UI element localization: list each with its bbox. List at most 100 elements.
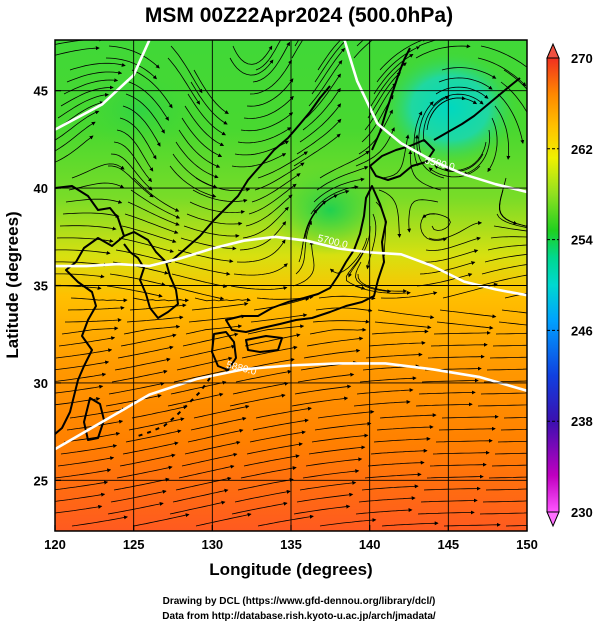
- streamline: [257, 514, 314, 527]
- streamline: [425, 236, 481, 251]
- streamline: [353, 399, 411, 407]
- streamline: [193, 404, 250, 419]
- streamline: [254, 162, 305, 191]
- hokkaido: [369, 139, 435, 181]
- streamline: [170, 380, 227, 395]
- streamline: [436, 321, 494, 330]
- streamline: [500, 428, 527, 431]
- streamline: [55, 40, 104, 45]
- streamline: [119, 117, 157, 160]
- x-tick-label: 125: [123, 537, 145, 552]
- streamline: [63, 431, 121, 443]
- ryukyu-islands: [137, 377, 211, 437]
- streamline: [487, 244, 527, 251]
- streamline: [167, 57, 201, 105]
- streamline: [67, 305, 125, 311]
- streamline: [189, 201, 245, 214]
- streamline: [69, 62, 126, 71]
- streamline: [106, 285, 163, 298]
- streamline: [379, 413, 437, 419]
- streamline: [435, 438, 493, 443]
- streamline: [481, 264, 527, 275]
- streamline: [55, 261, 108, 267]
- streamline: [60, 444, 118, 455]
- streamline: [195, 512, 252, 527]
- streamline: [422, 249, 479, 263]
- streamline: [486, 368, 527, 371]
- streamline: [370, 448, 428, 455]
- streamline: [311, 47, 346, 95]
- streamline: [229, 57, 274, 76]
- streamline: [257, 151, 308, 179]
- streamline: [183, 225, 240, 238]
- streamline: [167, 392, 224, 407]
- streamline: [61, 326, 119, 335]
- map-title: MSM 00Z22Apr2024 (500.0hPa): [145, 4, 453, 27]
- streamline: [443, 522, 501, 527]
- streamline: [503, 416, 527, 419]
- streamline: [127, 201, 180, 226]
- streamline: [174, 261, 231, 276]
- streamline: [233, 263, 288, 276]
- streamline: [111, 369, 168, 383]
- streamline: [241, 345, 298, 359]
- streamline: [305, 73, 341, 119]
- streamline: [55, 46, 100, 56]
- streamline: [499, 201, 527, 227]
- streamline: [249, 59, 292, 95]
- x-tick-label: 140: [359, 537, 381, 552]
- credit-drawing: Drawing by DCL (https://www.gfd-dennou.o…: [163, 596, 436, 607]
- streamline: [426, 474, 484, 479]
- streamline: [491, 464, 527, 467]
- streamline: [186, 213, 243, 226]
- streamline: [230, 285, 288, 291]
- streamline: [302, 469, 360, 479]
- y-axis-ticks: 25 30 35 40 45: [34, 84, 61, 488]
- streamline: [168, 285, 225, 301]
- streamline: [231, 501, 288, 515]
- streamline: [119, 453, 176, 467]
- streamline: [376, 425, 434, 431]
- streamline: [490, 236, 527, 239]
- streamline: [184, 105, 225, 146]
- streamline: [293, 133, 341, 167]
- streamline: [126, 315, 184, 323]
- streamline: [293, 504, 351, 515]
- streamline: [357, 273, 408, 294]
- streamline: [364, 472, 422, 479]
- x-tick-label: 130: [201, 537, 223, 552]
- streamline: [130, 189, 181, 219]
- colorbar-tick-label: 254: [571, 233, 593, 248]
- streamline: [128, 417, 185, 431]
- streamline: [316, 166, 369, 191]
- streamline: [480, 45, 527, 68]
- streamline: [381, 134, 410, 179]
- x-axis-ticks: 120 125 130 135 140 145 150: [44, 525, 538, 552]
- streamline: [192, 189, 248, 203]
- colorbar-bottom-arrow: [546, 511, 560, 528]
- streamline: [229, 393, 286, 407]
- streamline: [498, 321, 527, 326]
- streamline: [297, 372, 355, 383]
- streamline: [169, 165, 217, 198]
- streamline: [295, 220, 312, 275]
- streamline: [245, 194, 293, 227]
- streamline: [234, 489, 291, 503]
- streamline: [176, 356, 233, 371]
- colorbar-ticks: 270 262 254 246 238 230: [547, 51, 593, 520]
- streamline: [434, 153, 484, 173]
- streamline: [55, 348, 113, 359]
- streamline: [240, 466, 297, 479]
- streamline: [306, 336, 364, 347]
- streamline: [319, 518, 377, 527]
- streamline: [492, 344, 527, 347]
- streamline: [55, 110, 100, 141]
- streamline: [172, 488, 229, 503]
- kyushu: [211, 331, 237, 371]
- streamline: [356, 388, 414, 395]
- streamline: [125, 93, 165, 134]
- streamline: [294, 384, 352, 395]
- streamline: [231, 153, 287, 168]
- streamline: [248, 183, 297, 215]
- streamline: [370, 62, 407, 107]
